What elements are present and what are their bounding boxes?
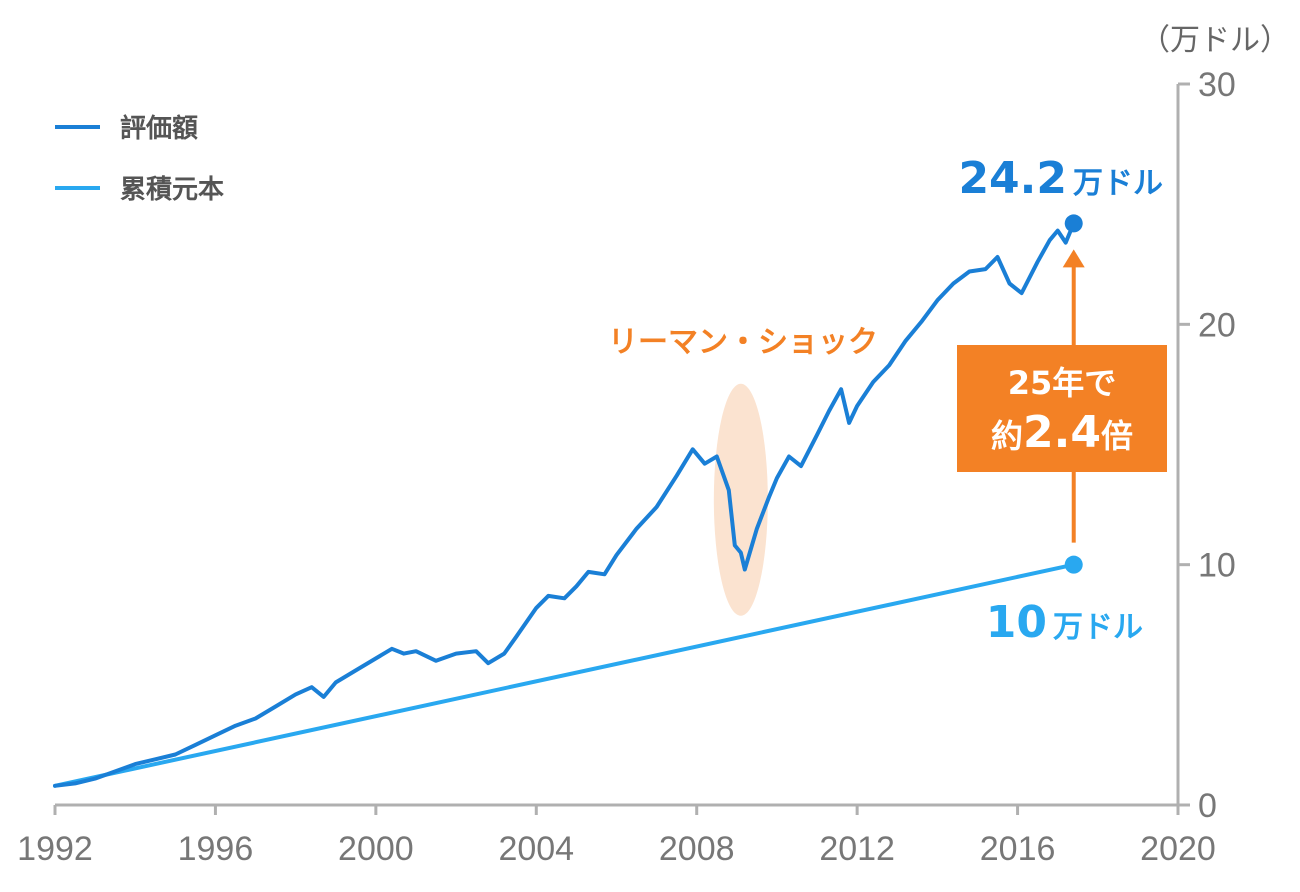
growth-number: 2.4	[1023, 407, 1101, 458]
end-label-valuation: 24.2 万ドル	[958, 153, 1163, 204]
end-label-valuation-number: 24.2	[958, 153, 1067, 204]
y-tick-label: 0	[1198, 787, 1217, 825]
x-tick-label: 2020	[1140, 830, 1216, 868]
x-tick-label: 2016	[980, 830, 1056, 868]
legend: 評価額 累積元本	[55, 113, 224, 205]
x-tick-label: 1992	[17, 830, 93, 868]
growth-suffix: 倍	[1101, 417, 1133, 455]
end-marker-principal	[1064, 555, 1083, 574]
growth-annotation: 25年で 約2.4倍	[957, 249, 1167, 543]
x-tick-label: 2000	[338, 830, 414, 868]
end-label-valuation-unit: 万ドル	[1073, 166, 1163, 201]
growth-text-line1: 25年で	[1008, 364, 1117, 402]
crisis-highlight-ellipse	[713, 383, 768, 616]
end-label-principal: 10 万ドル	[986, 597, 1143, 648]
growth-arrow-head	[1062, 249, 1085, 268]
growth-box	[957, 345, 1167, 472]
y-tick-label: 10	[1198, 547, 1236, 585]
series-line-principal	[53, 562, 1076, 788]
legend-label-valuation: 評価額	[120, 113, 198, 144]
growth-text-line2: 約2.4倍	[991, 407, 1133, 458]
x-tick-label: 2008	[659, 830, 735, 868]
growth-prefix: 約	[991, 417, 1023, 455]
axes: 1992 1996 2000 2004 2008 2012 2016 2020 0 10 20 30	[17, 66, 1236, 868]
end-marker-valuation	[1064, 214, 1083, 233]
x-tick-label: 2012	[819, 830, 895, 868]
end-label-principal-number: 10	[986, 597, 1047, 648]
legend-label-principal: 累積元本	[120, 175, 224, 205]
x-tick-label: 1996	[178, 830, 254, 868]
y-axis-unit-label: （万ドル）	[1140, 23, 1290, 58]
series-layer	[53, 214, 1083, 788]
end-label-principal-unit: 万ドル	[1053, 610, 1143, 645]
crisis-label: リーマン・ショック	[608, 325, 878, 360]
y-tick-label: 30	[1198, 66, 1236, 104]
y-tick-label: 20	[1198, 306, 1236, 344]
series-line-valuation	[53, 221, 1076, 788]
x-tick-label: 2004	[498, 830, 574, 868]
